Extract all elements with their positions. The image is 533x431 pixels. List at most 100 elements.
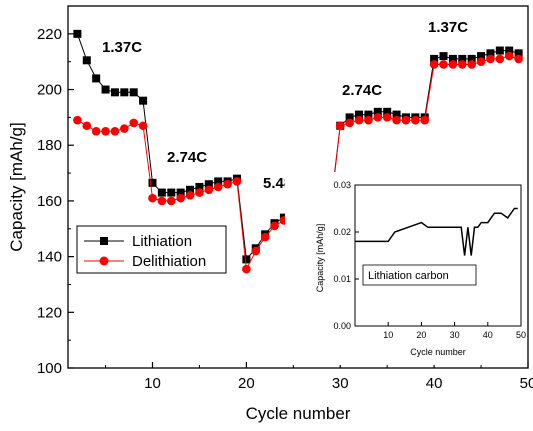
inset-x-axis-title: Cycle number xyxy=(410,347,466,357)
lithiation-point xyxy=(439,52,448,61)
lithiation-point xyxy=(373,107,382,116)
lithiation-point xyxy=(120,88,129,97)
delithiation-point xyxy=(439,60,448,69)
inset-axis-ticks: 10 20 30 40 50 0.00 0.01 0.02 0.03 xyxy=(333,180,526,340)
delithiation-point xyxy=(457,60,467,69)
delithiation-point xyxy=(148,193,157,203)
lithiation-point xyxy=(383,107,392,116)
inset-y-axis-title: Capacity [mAh/g] xyxy=(315,224,325,293)
lithiation-point xyxy=(345,113,354,122)
delithiation-point xyxy=(82,121,92,131)
inset-x-tick-label: 40 xyxy=(483,330,493,340)
delithiation-point xyxy=(110,127,120,136)
x-tick-label: 10 xyxy=(144,375,161,392)
delithiation-point xyxy=(354,115,364,125)
inset-legend-box xyxy=(362,264,477,286)
delithiation-point xyxy=(495,54,505,64)
inset-plot-frame xyxy=(354,184,522,327)
lithiation-point xyxy=(195,183,204,191)
delithiation-point xyxy=(392,115,401,125)
lithiation-point xyxy=(355,110,364,119)
delithiation-point xyxy=(411,115,420,125)
lithiation-point xyxy=(486,49,495,58)
inset-y-tick-label: 0.02 xyxy=(333,227,351,237)
y-tick-label: 220 xyxy=(37,26,62,43)
delithiation-point xyxy=(157,196,167,206)
lithiation-point xyxy=(495,46,504,55)
delithiation-point xyxy=(232,177,242,186)
inset-x-tick-label: 10 xyxy=(383,330,393,340)
inset-chart: 10 20 30 40 50 0.00 0.01 0.02 0.03 Capacity [mAh… xyxy=(285,172,526,365)
inset-y-tick-label: 0.00 xyxy=(333,321,351,331)
delithiation-point xyxy=(476,57,486,66)
inset-y-tick-label: 0.03 xyxy=(333,180,351,190)
delithiation-point xyxy=(382,113,392,122)
y-tick-label: 100 xyxy=(37,360,62,377)
inset-legend-label: Lithiation carbon xyxy=(368,270,449,282)
delithiation-point xyxy=(73,115,82,125)
delithiation-point xyxy=(176,193,185,203)
lithiation-point xyxy=(167,188,176,197)
lithiation-point xyxy=(148,178,157,187)
delithiation-point xyxy=(242,264,251,274)
lithiation-point xyxy=(129,88,138,97)
lithiation-point xyxy=(364,110,373,119)
lithiation-point xyxy=(101,85,110,94)
y-tick-label: 140 xyxy=(37,249,62,266)
delithiation-point xyxy=(204,185,214,195)
main-legend: Lithiation Delithiation xyxy=(76,225,227,274)
rate-label-4: 2.74C xyxy=(342,82,382,99)
delithiation-point xyxy=(401,115,411,125)
delithiation-point xyxy=(373,113,383,122)
lithiation-point xyxy=(92,74,101,83)
main-axis-ticks: 10 20 30 40 50 100 120 140 160 180 200 220 xyxy=(37,26,533,392)
lithiation-point xyxy=(505,46,514,55)
legend-lithiation-label: Lithiation xyxy=(132,233,192,250)
legend-delithiation-label: Delithiation xyxy=(132,253,206,270)
delithiation-point xyxy=(251,246,261,256)
lithiation-point xyxy=(514,49,523,58)
delithiation-point xyxy=(260,232,270,242)
lithiation-point xyxy=(73,29,82,38)
legend-box xyxy=(76,225,227,274)
delithiation-point xyxy=(213,182,223,192)
delithiation-point xyxy=(91,127,101,136)
rate-label-5: 1.37C xyxy=(428,19,468,36)
lithiation-point xyxy=(448,54,457,63)
delithiation-point xyxy=(504,51,514,61)
y-tick-label: 180 xyxy=(37,137,62,154)
lithiation-point xyxy=(157,188,166,197)
x-tick-label: 20 xyxy=(238,375,255,392)
inset-x-tick-label: 30 xyxy=(450,330,460,340)
legend-delithiation-marker xyxy=(99,256,109,266)
delithiation-point xyxy=(270,221,279,231)
delithiation-point xyxy=(448,60,458,69)
inset-y-tick-label: 0.01 xyxy=(333,274,351,284)
delithiation-point xyxy=(345,118,354,128)
delithiation-point xyxy=(101,127,110,136)
lithiation-point xyxy=(477,52,486,61)
delithiation-point xyxy=(138,121,148,131)
lithiation-point xyxy=(186,185,195,194)
delithiation-point xyxy=(129,118,139,128)
lithiation-point xyxy=(392,110,401,119)
lithiation-point xyxy=(214,177,223,186)
y-tick-label: 160 xyxy=(37,193,62,210)
inset-x-tick-label: 20 xyxy=(416,330,426,340)
lithiation-point xyxy=(458,54,467,63)
rate-label-2: 2.74C xyxy=(167,149,207,166)
delithiation-point xyxy=(120,124,129,133)
y-axis-title: Capacity [mAh/g] xyxy=(7,122,26,251)
delithiation-point xyxy=(486,54,495,64)
x-tick-label: 40 xyxy=(426,375,443,392)
lithiation-point xyxy=(82,56,91,65)
delithiation-point xyxy=(467,60,476,69)
y-tick-label: 120 xyxy=(37,304,62,321)
delithiation-point xyxy=(429,60,439,69)
lithiation-point xyxy=(467,54,476,63)
inset-x-tick-label: 50 xyxy=(516,330,526,340)
main-plot-frame xyxy=(67,5,529,369)
rate-label-1: 1.37C xyxy=(102,39,142,56)
